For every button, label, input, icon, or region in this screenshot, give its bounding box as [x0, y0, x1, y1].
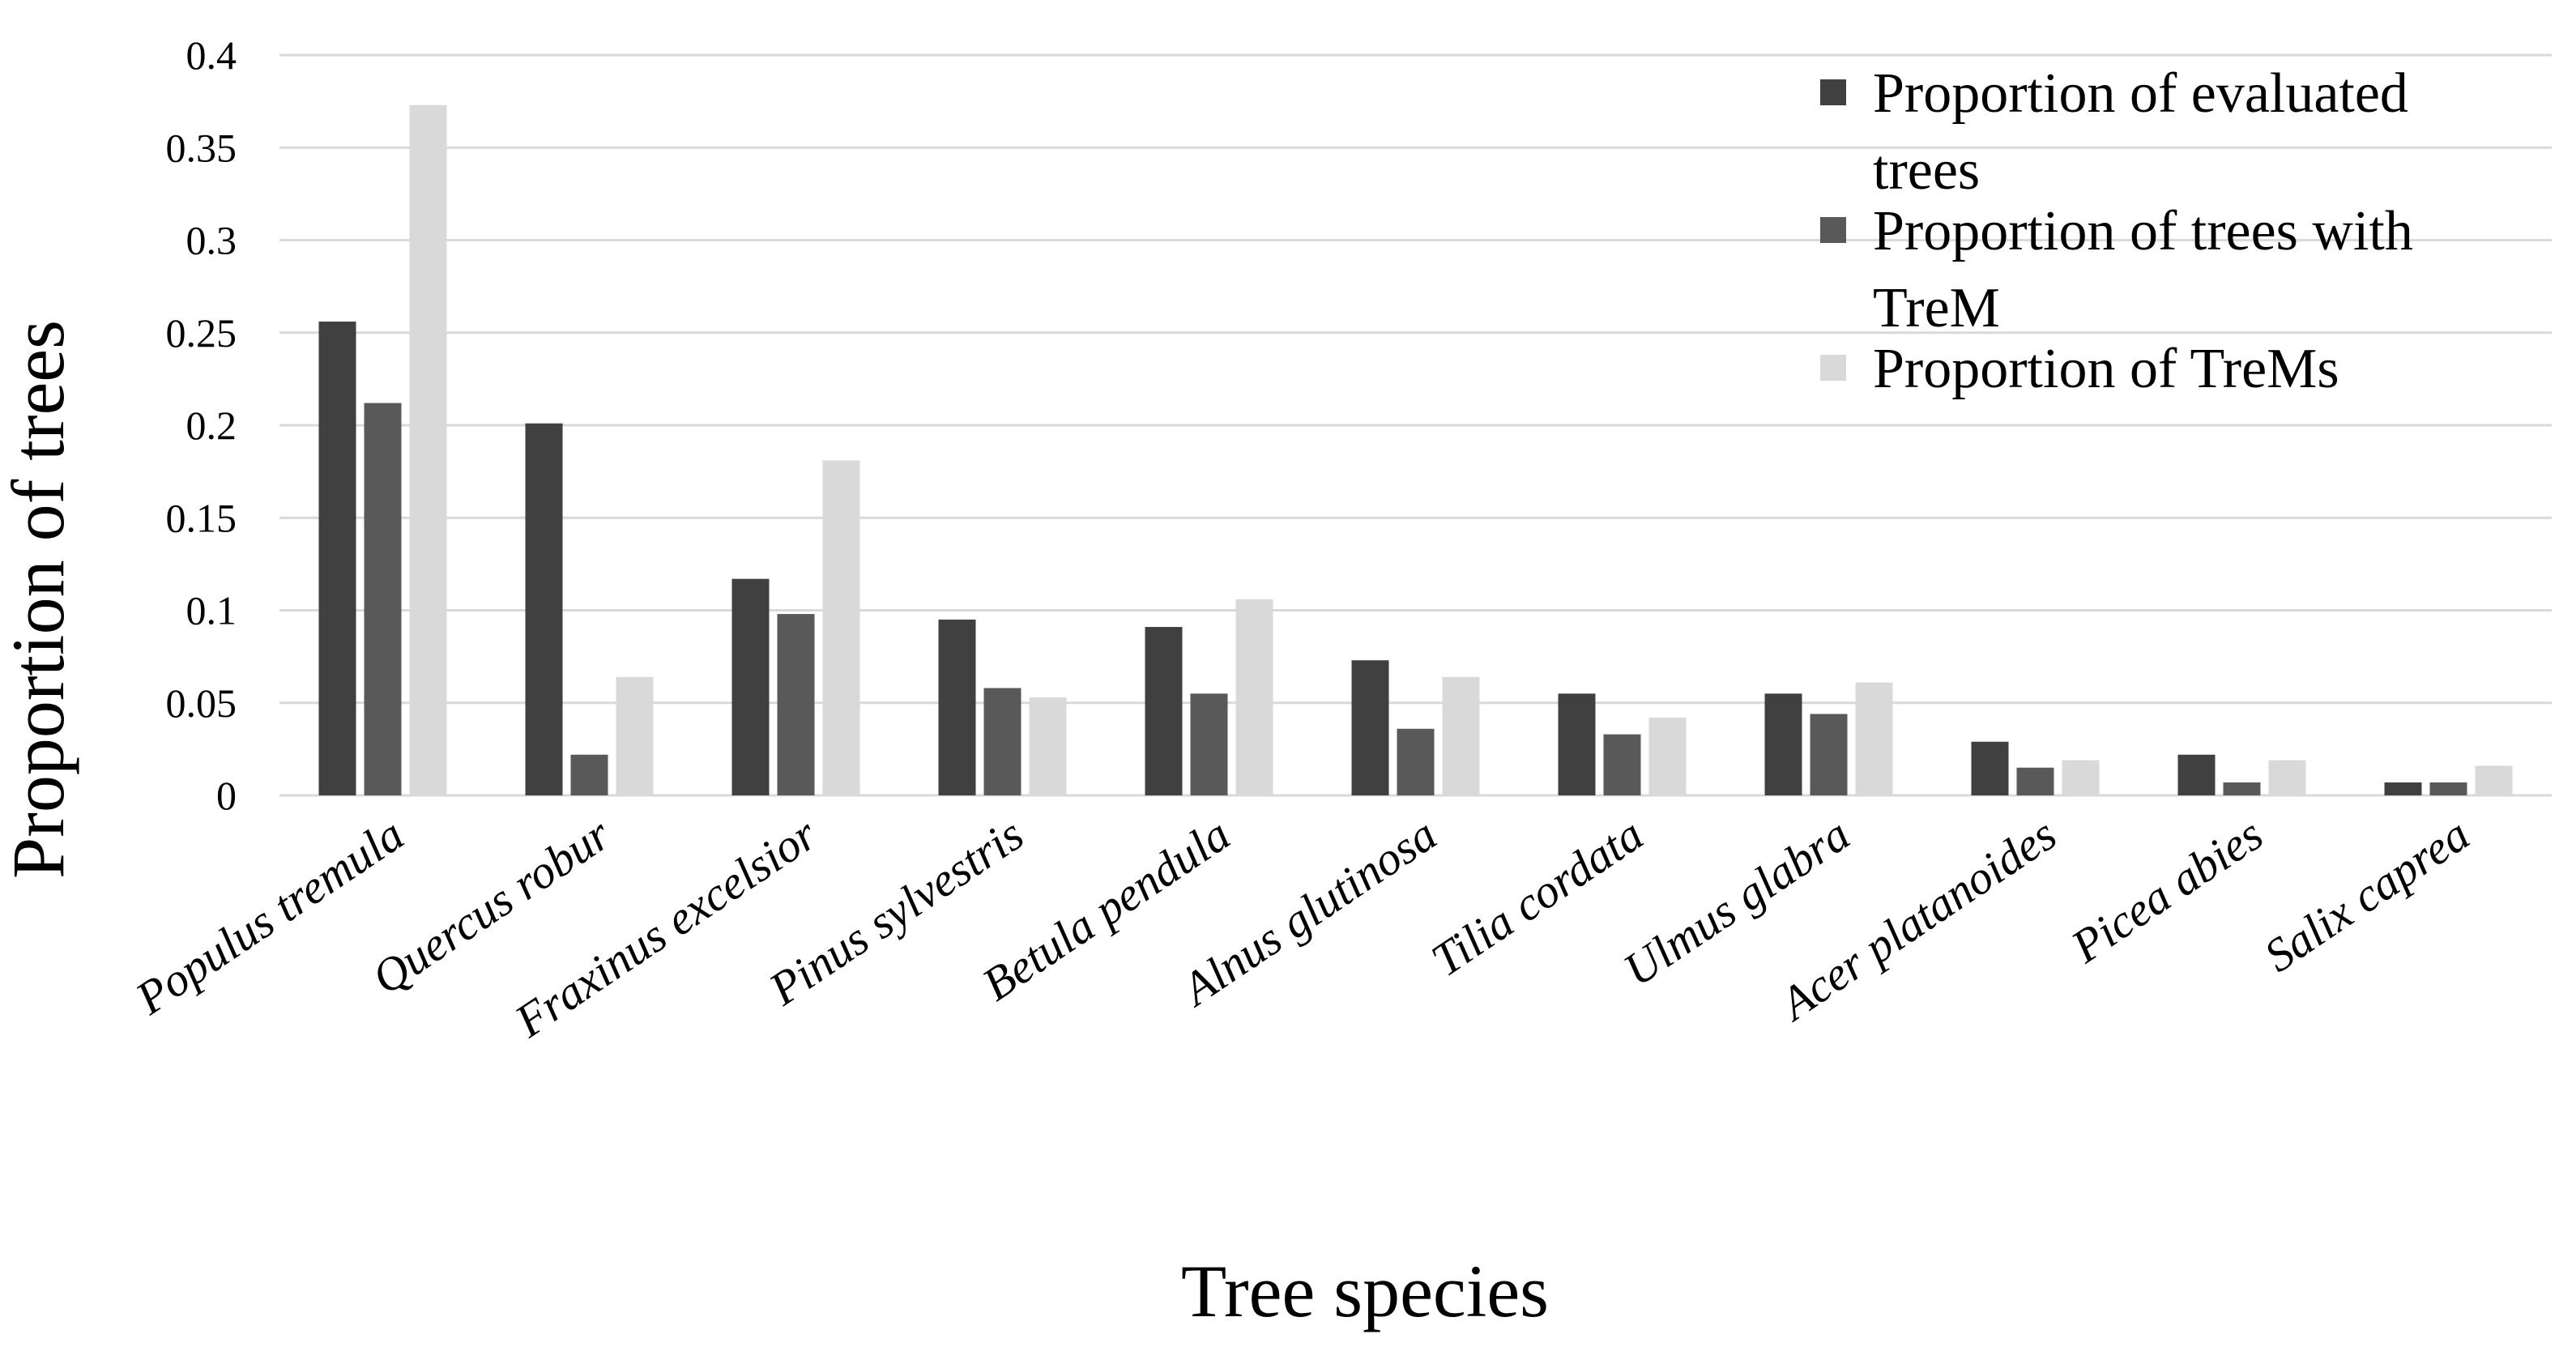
bar-3-fraxinus-excelsior: [822, 460, 860, 795]
bar-3-tilia-cordata: [1648, 718, 1687, 795]
x-tick-label: Tilia cordata: [1422, 808, 1652, 987]
legend-label-1: Proportion of evaluated: [1873, 62, 2408, 125]
bar-2-betula-pendula: [1190, 693, 1228, 795]
bar-2-ulmus-glabra: [1810, 714, 1848, 795]
bar-1-populus-tremula: [318, 322, 356, 795]
y-tick-label: 0.15: [166, 495, 237, 540]
bar-1-betula-pendula: [1145, 627, 1183, 795]
bar-3-picea-abies: [2268, 760, 2306, 795]
bar-1-pinus-sylvestris: [938, 619, 976, 795]
y-axis-title: Proportion of trees: [0, 320, 79, 879]
bar-2-picea-abies: [2223, 782, 2261, 795]
bar-2-pinus-sylvestris: [983, 688, 1021, 795]
bar-1-fraxinus-excelsior: [731, 578, 770, 795]
gridlines: [279, 53, 2552, 797]
bar-2-tilia-cordata: [1603, 734, 1641, 795]
y-tick-label: 0: [216, 773, 237, 818]
bar-3-ulmus-glabra: [1855, 682, 1893, 795]
bar-3-alnus-glutinosa: [1442, 676, 1480, 795]
bars: [318, 104, 2513, 795]
y-tick-label: 0.1: [186, 588, 237, 633]
y-tick-label: 0.2: [186, 403, 237, 448]
y-tick-label: 0.4: [186, 32, 237, 78]
bar-1-acer-platanoides: [1971, 741, 2009, 795]
legend-label-3: Proportion of TreMs: [1873, 338, 2339, 400]
legend-swatch-3: [1820, 355, 1846, 381]
bar-3-acer-platanoides: [2062, 760, 2100, 795]
bar-2-populus-tremula: [364, 403, 402, 795]
bar-1-alnus-glutinosa: [1351, 660, 1389, 795]
legend-swatch-2: [1820, 217, 1846, 243]
x-tick-label: Populus tremula: [126, 808, 413, 1025]
bar-1-tilia-cordata: [1558, 693, 1596, 795]
bar-3-quercus-robur: [616, 676, 654, 795]
legend-label-2: Proportion of trees with: [1873, 200, 2413, 262]
bar-2-acer-platanoides: [2016, 767, 2054, 795]
y-tick-label: 0.3: [186, 218, 237, 263]
y-axis-ticks: 0 0.05 0.1 0.15 0.2 0.25 0.3 0.35 0.4: [166, 32, 237, 818]
y-tick-label: 0.35: [166, 125, 237, 170]
legend-swatch-1: [1820, 79, 1846, 105]
x-axis-title: Tree species: [1181, 1250, 1549, 1332]
bar-2-quercus-robur: [570, 754, 608, 795]
bar-2-alnus-glutinosa: [1397, 728, 1435, 795]
x-tick-label: Salix caprea: [2255, 808, 2479, 983]
y-tick-label: 0.05: [166, 680, 237, 726]
bar-1-ulmus-glabra: [1764, 693, 1802, 795]
bar-2-salix-caprea: [2429, 782, 2467, 795]
y-tick-label: 0.25: [166, 310, 237, 356]
bar-1-quercus-robur: [525, 423, 563, 795]
legend-label-1: trees: [1873, 139, 1980, 202]
bar-3-populus-tremula: [409, 104, 447, 795]
bar-1-salix-caprea: [2384, 782, 2422, 795]
bar-3-salix-caprea: [2475, 765, 2513, 795]
bar-1-picea-abies: [2177, 754, 2216, 795]
legend-label-2: TreM: [1873, 277, 2000, 339]
bar-2-fraxinus-excelsior: [777, 614, 815, 795]
bar-3-pinus-sylvestris: [1029, 697, 1067, 795]
bar-3-betula-pendula: [1235, 599, 1273, 795]
x-tick-label: Picea abies: [2062, 808, 2272, 974]
